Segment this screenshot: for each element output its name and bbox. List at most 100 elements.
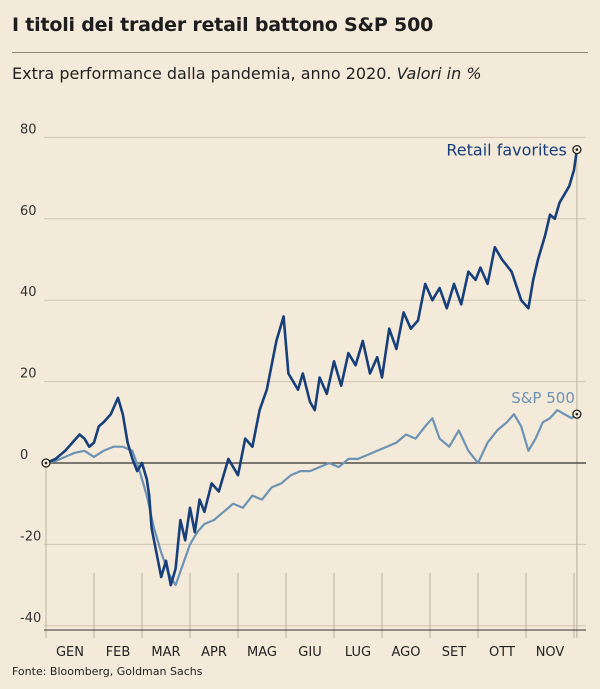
data-point-sp500 [542, 421, 544, 423]
data-point-retail [479, 267, 481, 269]
data-point-retail [244, 437, 246, 440]
data-point-retail [127, 442, 129, 444]
data-point-sp500 [160, 551, 162, 554]
x-tick-label-lug: LUG [345, 645, 371, 660]
data-point-sp500 [203, 523, 205, 525]
x-tick-label-ago: AGO [392, 645, 421, 660]
data-point-sp500 [55, 460, 57, 462]
data-point-sp500 [496, 429, 498, 432]
data-point-sp500 [395, 442, 397, 444]
data-point-sp500 [131, 450, 133, 452]
data-point-sp500 [309, 470, 311, 472]
data-point-sp500 [357, 458, 359, 460]
series-label-retail: Retail favorites [446, 141, 566, 160]
data-point-sp500 [223, 511, 225, 513]
data-point-sp500 [280, 482, 282, 484]
y-tick-label-1: 60 [20, 204, 37, 219]
data-point-sp500 [338, 466, 340, 468]
x-tick-label-set: SET [442, 645, 466, 660]
data-point-retail [573, 169, 575, 171]
data-point-retail [559, 201, 561, 204]
data-point-retail [376, 356, 378, 358]
x-tick-label-nov: NOV [536, 645, 565, 660]
data-point-retail [487, 283, 489, 285]
subtitle-unit: Valori in % [396, 64, 482, 83]
series-line-sp500 [44, 409, 579, 587]
data-point-retail [309, 401, 311, 403]
data-point-sp500 [261, 499, 263, 501]
data-point-retail [194, 531, 196, 533]
data-point-retail [71, 442, 73, 444]
data-point-retail [122, 413, 124, 415]
data-point-retail [537, 258, 539, 261]
data-point-sp500 [520, 425, 522, 427]
data-point-retail [165, 560, 167, 562]
data-point-retail [199, 499, 201, 501]
data-point-sp500 [139, 470, 141, 472]
data-point-retail [439, 287, 441, 289]
data-point-sp500 [347, 458, 349, 460]
start-marker-dot [44, 461, 48, 465]
data-point-retail [79, 433, 81, 436]
data-point-retail [251, 446, 253, 448]
data-point-sp500 [386, 446, 388, 448]
data-point-retail [340, 385, 342, 387]
data-point-retail [141, 462, 143, 464]
data-point-sp500 [182, 564, 184, 566]
data-point-sp500 [415, 437, 417, 440]
data-point-sp500 [367, 454, 369, 456]
data-point-sp500 [251, 494, 253, 497]
data-point-retail [266, 389, 268, 391]
series-label-sp500: S&P 500 [511, 389, 575, 407]
x-tick-label-gen: GEN [56, 645, 84, 660]
data-point-sp500 [571, 417, 573, 419]
data-point-sp500 [175, 584, 177, 586]
x-tick-label-ott: OTT [489, 645, 515, 660]
data-point-retail [292, 381, 294, 383]
data-point-sp500 [64, 456, 66, 458]
data-point-sp500 [153, 527, 155, 529]
data-point-retail [227, 458, 229, 460]
data-point-retail [259, 409, 261, 411]
data-point-retail [388, 328, 390, 330]
data-point-sp500 [477, 462, 479, 464]
data-point-sp500 [196, 531, 198, 533]
data-point-sp500 [213, 519, 215, 521]
data-point-sp500 [319, 466, 321, 468]
data-point-sp500 [93, 456, 95, 458]
data-point-retail [453, 283, 455, 285]
data-point-sp500 [146, 494, 148, 497]
data-point-sp500 [290, 474, 292, 476]
data-point-sp500 [556, 409, 558, 411]
data-point-sp500 [405, 433, 407, 436]
data-point-retail [64, 450, 66, 452]
data-point-retail [160, 576, 162, 578]
data-point-sp500 [467, 450, 469, 452]
data-point-sp500 [431, 417, 433, 419]
data-point-retail [554, 218, 556, 220]
data-point-retail [568, 185, 570, 187]
data-point-retail [549, 214, 551, 216]
end-marker-dot-retail [575, 148, 579, 151]
data-point-sp500 [513, 413, 515, 415]
data-point-retail [203, 511, 205, 513]
data-point-retail [520, 299, 522, 301]
data-point-retail [333, 360, 335, 362]
data-point-retail [302, 372, 304, 375]
data-point-retail [170, 584, 172, 586]
series-line-retail [44, 148, 579, 587]
data-point-retail [103, 421, 105, 423]
data-point-retail [369, 372, 371, 375]
data-point-retail [131, 458, 133, 460]
data-point-retail [237, 474, 239, 476]
data-point-retail [527, 307, 530, 309]
data-point-retail [55, 458, 57, 460]
data-point-sp500 [74, 452, 76, 454]
data-point-retail [563, 193, 566, 195]
data-point-retail [110, 413, 112, 415]
data-point-sp500 [271, 486, 273, 489]
data-point-retail [501, 258, 503, 261]
y-tick-label-2: 40 [20, 285, 37, 300]
x-tick-label-mar: MAR [151, 645, 180, 660]
data-point-retail [151, 527, 153, 529]
